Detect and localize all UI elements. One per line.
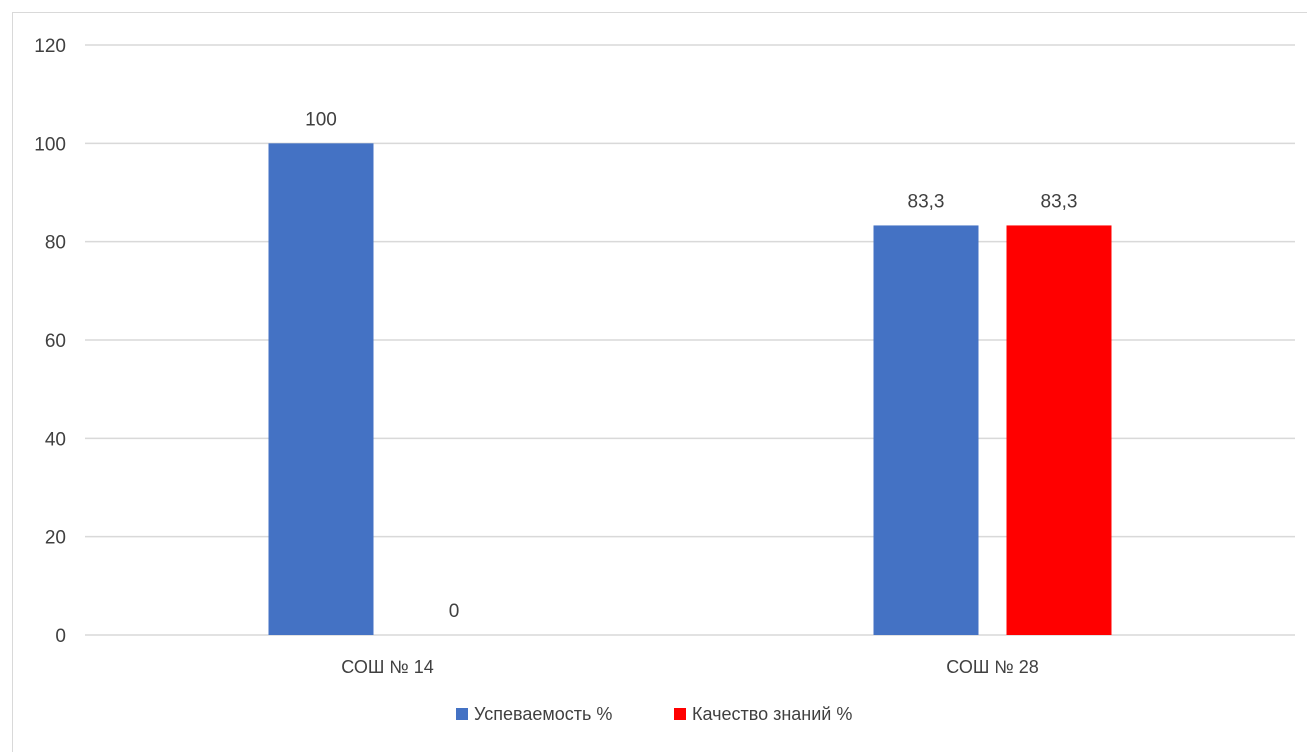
x-category-label: СОШ № 28: [946, 657, 1038, 677]
data-labels: 100 0 83,3 83,3: [305, 109, 1077, 622]
y-tick-label: 40: [45, 429, 66, 450]
bar-kachestvo-2: [1006, 225, 1112, 636]
data-label: 83,3: [1041, 191, 1078, 212]
data-label: 0: [449, 601, 460, 622]
legend-swatch: [456, 708, 468, 720]
bars: [268, 143, 1112, 636]
bar-uspevaemost-1: [268, 143, 374, 636]
gridlines: [85, 44, 1295, 636]
data-label: 83,3: [908, 191, 945, 212]
data-label: 100: [305, 109, 337, 130]
x-axis-categories: СОШ № 14 СОШ № 28: [341, 657, 1038, 677]
x-category-label: СОШ № 14: [341, 657, 433, 677]
y-tick-label: 120: [34, 36, 66, 57]
y-axis-ticks: 0 20 40 60 80 100 120: [34, 36, 66, 647]
legend-label: Качество знаний %: [692, 704, 852, 724]
y-tick-label: 60: [45, 331, 66, 352]
legend-swatch: [674, 708, 686, 720]
y-tick-label: 0: [55, 626, 66, 647]
legend-label: Успеваемость %: [474, 704, 612, 724]
bar-uspevaemost-2: [873, 225, 979, 636]
y-tick-label: 100: [34, 134, 66, 155]
y-tick-label: 80: [45, 233, 66, 254]
legend: Успеваемость % Качество знаний %: [456, 704, 852, 724]
y-tick-label: 20: [45, 528, 66, 549]
